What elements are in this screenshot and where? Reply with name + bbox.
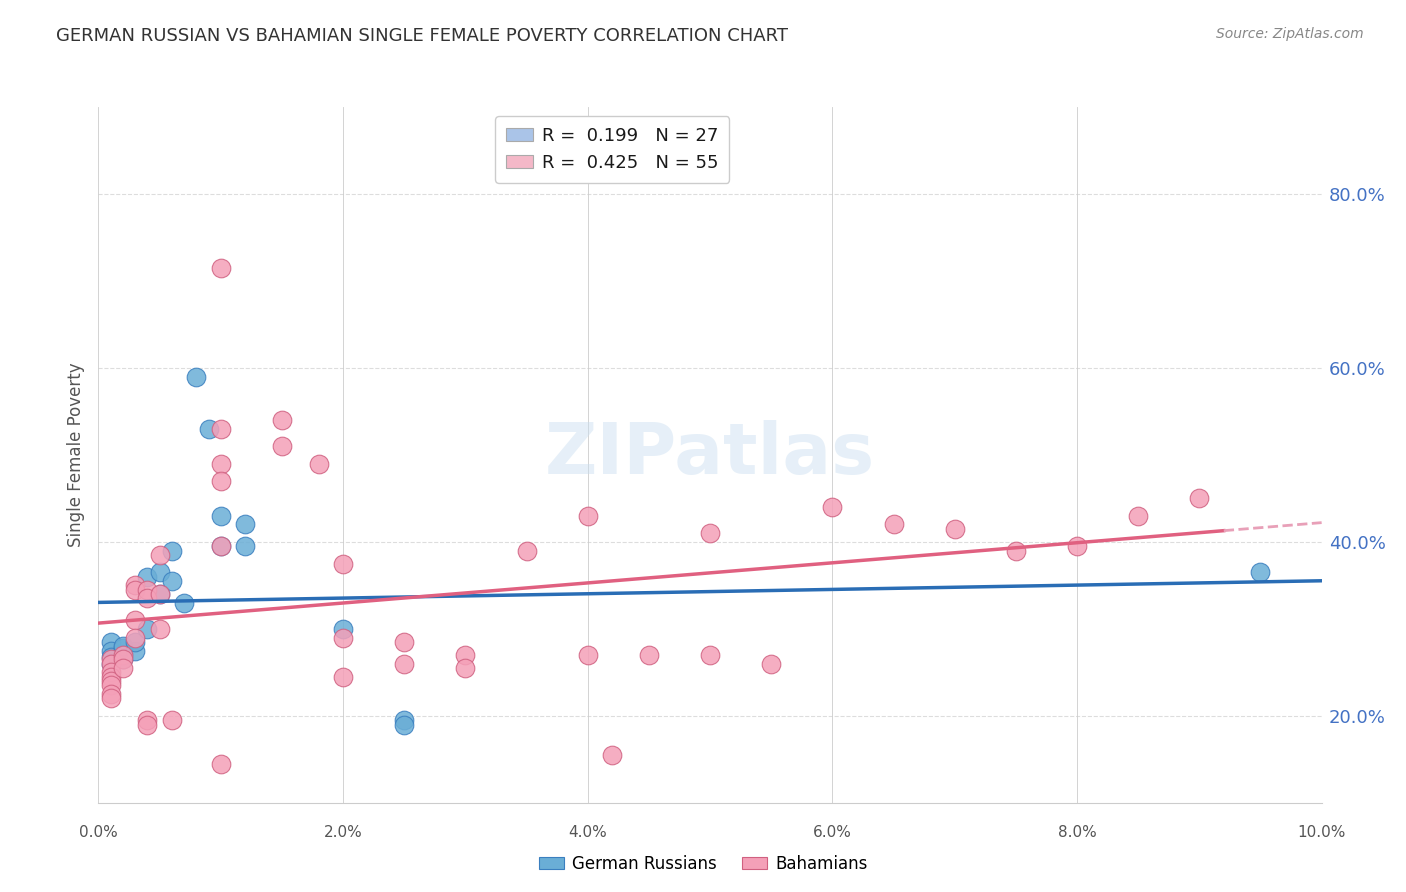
Point: [149, 622, 172, 636]
Point: [197, 422, 219, 436]
Text: 2.0%: 2.0%: [323, 824, 363, 839]
Point: [124, 643, 146, 657]
Point: [392, 635, 416, 649]
Point: [100, 691, 122, 706]
Point: [270, 439, 292, 453]
Point: [100, 670, 122, 684]
Point: [392, 657, 416, 671]
Text: 8.0%: 8.0%: [1057, 824, 1097, 839]
Point: [124, 631, 146, 645]
Point: [136, 713, 159, 727]
Point: [209, 508, 232, 523]
Point: [136, 582, 159, 597]
Point: [209, 457, 232, 471]
Point: [308, 457, 330, 471]
Point: [100, 665, 122, 680]
Point: [600, 747, 623, 762]
Point: [699, 648, 721, 662]
Point: [392, 713, 416, 727]
Point: [149, 566, 172, 580]
Point: [160, 543, 183, 558]
Point: [576, 648, 599, 662]
Point: [1128, 508, 1150, 523]
Point: [160, 574, 183, 588]
Point: [1004, 543, 1026, 558]
Point: [100, 674, 122, 689]
Point: [332, 670, 354, 684]
Point: [100, 687, 122, 701]
Point: [821, 500, 844, 514]
Point: [111, 639, 134, 653]
Point: [173, 596, 195, 610]
Point: [1249, 566, 1271, 580]
Point: [124, 613, 146, 627]
Point: [149, 587, 172, 601]
Point: [111, 652, 134, 666]
Point: [209, 474, 232, 488]
Point: [332, 631, 354, 645]
Point: [111, 640, 134, 655]
Legend: R =  0.199   N = 27, R =  0.425   N = 55: R = 0.199 N = 27, R = 0.425 N = 55: [495, 116, 730, 183]
Legend: German Russians, Bahamians: German Russians, Bahamians: [531, 848, 875, 880]
Y-axis label: Single Female Poverty: Single Female Poverty: [66, 363, 84, 547]
Point: [883, 517, 905, 532]
Text: 6.0%: 6.0%: [813, 824, 852, 839]
Text: Source: ZipAtlas.com: Source: ZipAtlas.com: [1216, 27, 1364, 41]
Point: [332, 622, 354, 636]
Point: [124, 635, 146, 649]
Point: [160, 713, 183, 727]
Point: [209, 756, 232, 771]
Point: [1188, 491, 1211, 506]
Point: [186, 369, 208, 384]
Point: [233, 517, 256, 532]
Text: GERMAN RUSSIAN VS BAHAMIAN SINGLE FEMALE POVERTY CORRELATION CHART: GERMAN RUSSIAN VS BAHAMIAN SINGLE FEMALE…: [56, 27, 789, 45]
Point: [454, 648, 477, 662]
Point: [149, 548, 172, 562]
Point: [111, 652, 134, 666]
Point: [699, 526, 721, 541]
Point: [124, 578, 146, 592]
Point: [209, 422, 232, 436]
Point: [233, 539, 256, 553]
Point: [516, 543, 538, 558]
Point: [100, 657, 122, 671]
Point: [100, 652, 122, 666]
Point: [149, 587, 172, 601]
Point: [100, 635, 122, 649]
Point: [136, 591, 159, 606]
Point: [209, 539, 232, 553]
Point: [943, 522, 966, 536]
Point: [270, 413, 292, 427]
Point: [111, 661, 134, 675]
Point: [111, 648, 134, 662]
Point: [124, 582, 146, 597]
Point: [209, 539, 232, 553]
Point: [100, 643, 122, 657]
Text: 10.0%: 10.0%: [1298, 824, 1346, 839]
Point: [759, 657, 782, 671]
Text: ZIPatlas: ZIPatlas: [546, 420, 875, 490]
Point: [576, 508, 599, 523]
Point: [100, 649, 122, 664]
Point: [136, 622, 159, 636]
Text: 4.0%: 4.0%: [568, 824, 607, 839]
Point: [392, 717, 416, 731]
Point: [1066, 539, 1088, 553]
Point: [332, 557, 354, 571]
Point: [136, 570, 159, 584]
Point: [209, 260, 232, 275]
Point: [100, 678, 122, 692]
Point: [637, 648, 661, 662]
Point: [100, 657, 122, 671]
Point: [136, 717, 159, 731]
Text: 0.0%: 0.0%: [79, 824, 118, 839]
Point: [454, 661, 477, 675]
Point: [111, 648, 134, 662]
